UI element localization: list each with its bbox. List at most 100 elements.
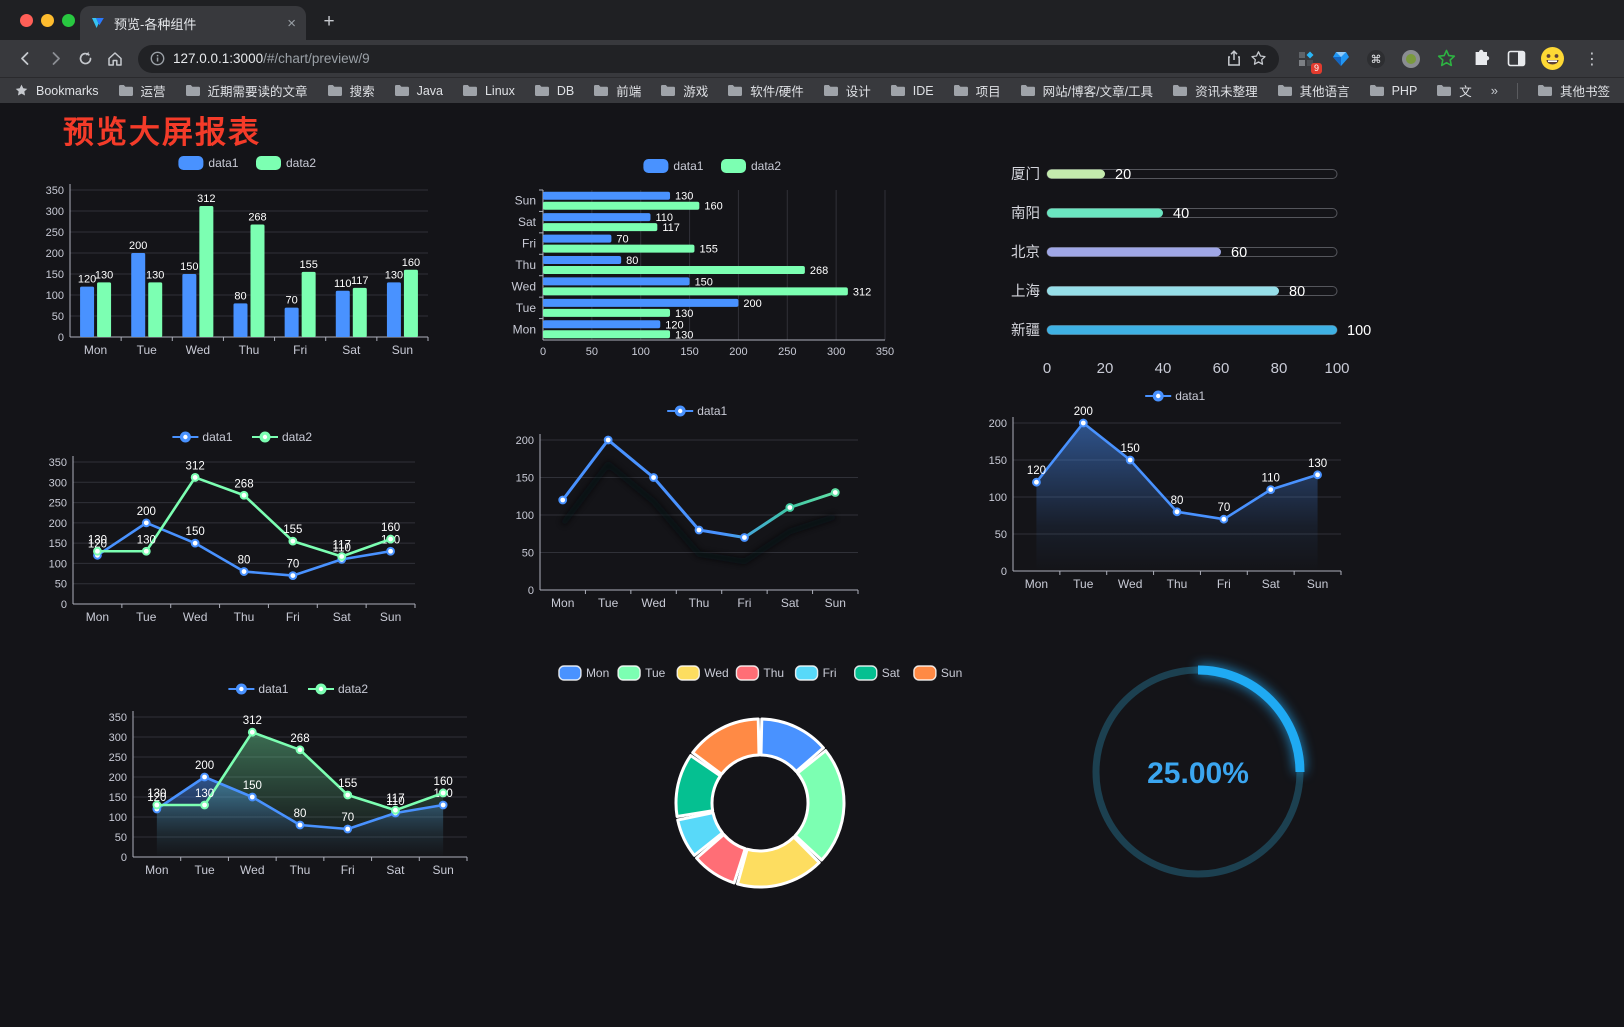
bookmark-folder[interactable]: DB [534,84,574,98]
chart-legend[interactable]: data1 data2 [643,159,781,173]
browser-toolbar: 127.0.0.1:3000/#/chart/preview/9 9 ⌘ [0,40,1624,77]
area-two-series-canvas: 0 50 100 150 200 250 300 350 Mon Tue Wed Thu Fri Sat S… [109,682,468,877]
forward-button[interactable] [40,44,70,74]
svg-text:Sun: Sun [941,666,962,680]
bookmarks-divider [1516,82,1518,99]
svg-text:Thu: Thu [290,863,311,877]
grouped-bar-canvas: 0 50 100 150 200 250 300 350 Mon Tue Wed Thu Fri Sat S… [46,156,429,357]
extensions-puzzle-icon[interactable] [1470,48,1492,70]
extension-record-icon[interactable] [1400,48,1422,70]
tab-close-icon[interactable]: × [287,14,296,32]
svg-text:160: 160 [402,257,420,269]
svg-text:Wed: Wed [186,343,210,357]
bookmark-folder-label: 项目 [975,85,1001,99]
bookmarks-button[interactable]: Bookmarks [14,83,99,98]
svg-text:data1: data1 [697,404,727,418]
close-window-button[interactable] [20,14,33,27]
bookmarks-overflow-chevron[interactable]: » [1490,83,1498,98]
svg-text:130: 130 [675,329,693,341]
bookmark-folder[interactable]: 文件服务器 [1436,81,1472,100]
bookmark-folder[interactable]: 资讯未整理 [1172,81,1258,100]
svg-text:150: 150 [1121,443,1140,455]
bookmark-folder[interactable]: 设计 [823,81,871,100]
site-info-icon[interactable] [150,51,165,66]
window-controls [20,14,75,27]
browser-tab[interactable]: 预览-各种组件 × [80,6,306,40]
svg-text:南阳: 南阳 [1011,205,1040,222]
bookmark-folder[interactable]: 搜索 [327,81,375,100]
bookmark-folder-label: 前端 [616,85,642,99]
extension-grid-icon[interactable]: 9 [1295,48,1322,74]
bookmark-folder[interactable]: IDE [890,84,934,98]
new-tab-button[interactable]: + [323,11,335,32]
svg-text:120: 120 [78,274,96,286]
svg-text:250: 250 [109,752,127,764]
back-button[interactable] [10,44,40,74]
svg-text:Sun: Sun [432,863,453,877]
svg-text:Sun: Sun [1307,577,1328,591]
bookmark-folder[interactable]: Java [394,84,443,98]
svg-text:312: 312 [243,715,262,727]
bookmark-folder[interactable]: 运营 [118,81,166,100]
bookmark-folder[interactable]: 网站/博客/文章/工具 [1020,81,1153,100]
svg-text:110: 110 [333,542,351,554]
bookmark-folder[interactable]: 近期需要读的文章 [185,81,308,100]
svg-text:0: 0 [528,585,534,597]
chart-legend[interactable]: data1 data2 [178,156,316,170]
page-title: 预览大屏报表 [63,115,261,150]
svg-text:Wed: Wed [704,666,728,680]
share-icon[interactable] [1226,50,1242,67]
extension-gem-icon[interactable] [1330,48,1352,70]
svg-text:250: 250 [46,227,64,239]
bookmark-folder[interactable]: 项目 [953,81,1001,100]
svg-text:Fri: Fri [286,610,300,624]
chart-legend[interactable]: Mon Tue Wed Thu Fri Sat Sun [558,665,962,681]
minimize-window-button[interactable] [41,14,54,27]
svg-text:200: 200 [729,346,747,358]
bookmark-folder[interactable]: 软件/硬件 [727,81,804,100]
svg-text:80: 80 [1171,495,1184,507]
bookmark-folder[interactable]: 游戏 [660,81,708,100]
chart-legend[interactable]: data1 data2 [228,682,368,696]
bookmark-folder[interactable]: PHP [1369,84,1417,98]
reload-button[interactable] [70,44,100,74]
split-screen-icon[interactable] [1505,48,1527,70]
svg-text:0: 0 [58,332,64,344]
chart-legend[interactable]: data1 [667,404,728,418]
extension-command-icon[interactable]: ⌘ [1365,48,1387,70]
profile-avatar-emoji-icon[interactable] [1540,46,1565,71]
fullscreen-window-button[interactable] [62,14,75,27]
svg-text:312: 312 [197,193,215,205]
extension-star-icon[interactable] [1435,48,1457,70]
svg-text:130: 130 [675,191,693,203]
svg-text:268: 268 [248,211,266,223]
svg-text:80: 80 [1271,360,1288,377]
url-text: 127.0.0.1:3000/#/chart/preview/9 [173,51,370,66]
svg-text:155: 155 [283,524,302,536]
bookmark-folder-label: 运营 [140,85,166,99]
browser-menu-icon[interactable]: ⋮ [1584,50,1600,68]
bookmark-folder[interactable]: Linux [462,84,515,98]
svg-text:150: 150 [243,780,262,792]
svg-text:40: 40 [1173,206,1189,222]
home-button[interactable] [100,44,130,74]
svg-text:110: 110 [1262,473,1280,485]
progress-bars-canvas: 厦门 20 南阳 40 北京 60 上海 80 新疆 100 0 20 40 60 80 100 [1011,166,1371,377]
svg-text:120: 120 [147,792,166,804]
svg-text:Mon: Mon [551,596,574,610]
chart-legend[interactable]: data1 [1145,389,1206,403]
chart-legend[interactable]: data1 data2 [172,430,312,444]
svg-text:data1: data1 [673,159,703,173]
svg-text:上海: 上海 [1011,283,1040,300]
bookmark-folder[interactable]: 前端 [593,81,641,100]
svg-text:117: 117 [662,222,680,234]
bookmark-folder-label: 文件服务器 [1459,85,1472,99]
svg-text:Fri: Fri [293,343,307,357]
svg-text:70: 70 [286,295,298,307]
bookmark-star-icon[interactable] [1250,50,1267,67]
url-bar[interactable]: 127.0.0.1:3000/#/chart/preview/9 [138,44,1279,73]
svg-text:60: 60 [1213,360,1230,377]
other-bookmarks-folder[interactable]: 其他书签 [1537,81,1610,100]
bookmark-folder[interactable]: 其他语言 [1277,81,1350,100]
svg-text:350: 350 [46,185,64,197]
